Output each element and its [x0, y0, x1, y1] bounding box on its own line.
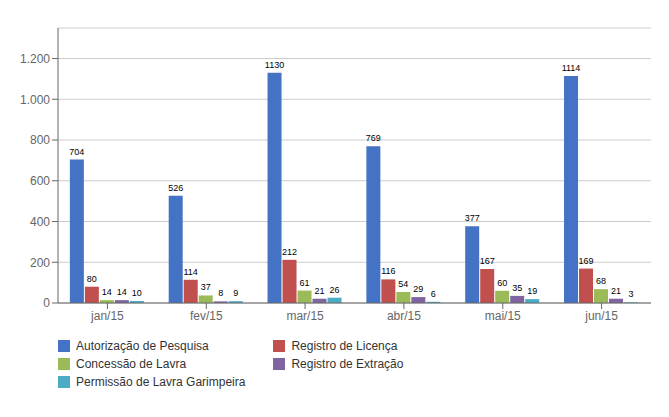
html-text:Registro de Extração: Registro de Extração	[291, 357, 404, 371]
svg-text:14: 14	[102, 287, 112, 297]
svg-text:60: 60	[497, 278, 507, 288]
svg-text:0: 0	[43, 296, 50, 310]
svg-text:14: 14	[117, 287, 127, 297]
html-text:Concessão de Lavra: Concessão de Lavra	[76, 357, 187, 371]
svg-text:jun/15: jun/15	[584, 309, 618, 323]
svg-text:fev/15: fev/15	[190, 309, 223, 323]
svg-text:800: 800	[30, 133, 50, 147]
svg-text:26: 26	[330, 285, 340, 295]
svg-text:mar/15: mar/15	[286, 309, 324, 323]
svg-text:8: 8	[218, 288, 223, 298]
svg-text:200: 200	[30, 256, 50, 270]
svg-text:19: 19	[527, 286, 537, 296]
svg-text:54: 54	[398, 279, 408, 289]
svg-text:1130: 1130	[265, 60, 284, 70]
svg-text:114: 114	[184, 267, 198, 277]
svg-text:21: 21	[315, 286, 325, 296]
svg-text:29: 29	[413, 284, 423, 294]
svg-text:769: 769	[366, 133, 381, 143]
html-text:Permissão de Lavra Garimpeira: Permissão de Lavra Garimpeira	[76, 375, 246, 389]
svg-text:400: 400	[30, 215, 50, 229]
svg-text:6: 6	[431, 289, 436, 299]
svg-text:169: 169	[579, 256, 594, 266]
svg-text:704: 704	[69, 147, 84, 157]
svg-text:1114: 1114	[562, 63, 581, 73]
svg-text:9: 9	[233, 288, 238, 298]
svg-text:abr/15: abr/15	[387, 309, 421, 323]
svg-text:212: 212	[282, 247, 297, 257]
html-text:Registro de Licença: Registro de Licença	[291, 339, 398, 353]
svg-text:600: 600	[30, 174, 50, 188]
svg-text:68: 68	[596, 276, 606, 286]
svg-text:mai/15: mai/15	[485, 309, 521, 323]
svg-text:377: 377	[465, 213, 480, 223]
svg-text:116: 116	[381, 266, 395, 276]
svg-text:jan/15: jan/15	[90, 309, 124, 323]
svg-text:1.200: 1.200	[20, 52, 50, 66]
html-text:Autorização de Pesquisa: Autorização de Pesquisa	[76, 339, 209, 353]
svg-text:526: 526	[168, 183, 183, 193]
svg-text:10: 10	[132, 288, 142, 298]
svg-text:167: 167	[480, 256, 495, 266]
svg-text:37: 37	[201, 282, 211, 292]
svg-text:80: 80	[87, 274, 97, 284]
svg-text:3: 3	[629, 289, 634, 299]
svg-text:35: 35	[512, 283, 522, 293]
svg-text:21: 21	[611, 286, 621, 296]
svg-text:1.000: 1.000	[20, 93, 50, 107]
svg-text:61: 61	[300, 278, 310, 288]
